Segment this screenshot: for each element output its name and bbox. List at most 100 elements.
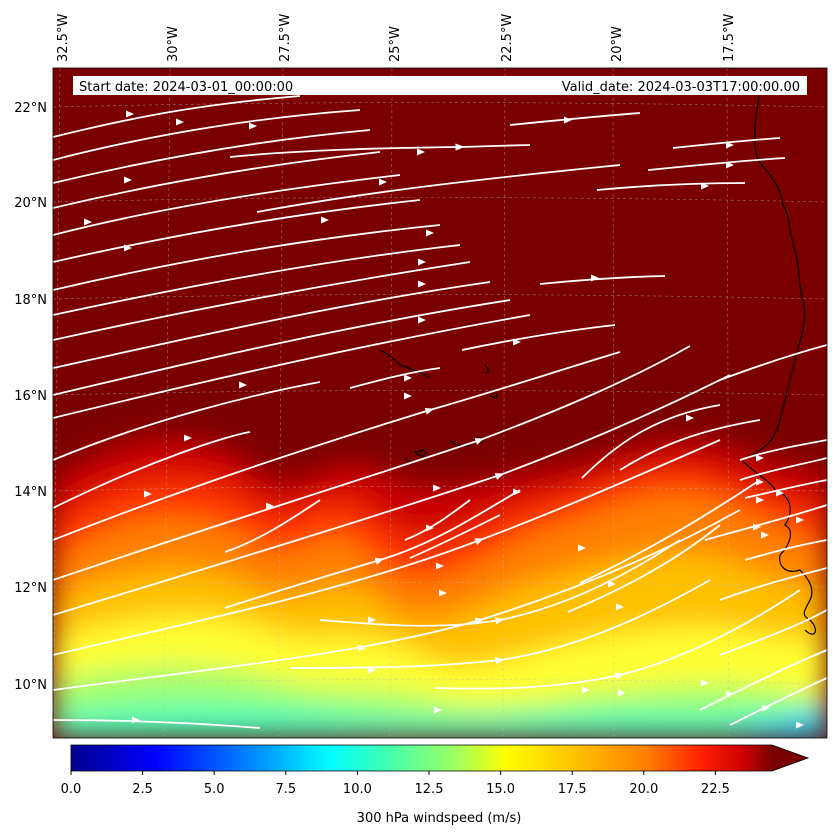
- colorbar: 0.0 2.5 5.0 7.5 10.0 12.5 15.0 17.5 20.0 22.5 300…: [61, 744, 810, 826]
- streamline: [579, 479, 761, 584]
- streamline-arrowhead: [701, 679, 709, 687]
- streamline-arrowhead: [582, 686, 590, 694]
- streamline: [699, 649, 827, 711]
- graticule: [53, 68, 827, 738]
- streamline: [729, 677, 827, 726]
- streamline: [349, 367, 441, 389]
- streamline-arrowhead: [513, 338, 521, 346]
- streamline: [619, 419, 761, 471]
- streamline-arrowhead: [762, 704, 770, 712]
- streamline: [53, 374, 731, 616]
- streamline: [461, 324, 616, 351]
- colorbar-extend-arrow: [772, 745, 808, 771]
- lon-label: 25°W: [388, 26, 403, 62]
- streamline: [53, 199, 421, 263]
- lon-label: 20°W: [610, 26, 625, 62]
- latitude-labels: 22°N 20°N 18°N 16°N 14°N 12°N 10°N: [14, 101, 47, 693]
- streamline-arrowhead: [756, 454, 764, 462]
- streamline: [53, 224, 441, 291]
- streamline: [53, 431, 251, 509]
- streamline: [53, 345, 691, 581]
- colorbar-tick-label: 17.5: [558, 782, 587, 797]
- colorbar-tick-label: 20.0: [629, 782, 658, 797]
- colorbar-tick-label: 15.0: [486, 782, 515, 797]
- streamline-arrowhead: [608, 580, 616, 588]
- streamline-arrowhead: [321, 216, 329, 224]
- streamline-arrowhead: [439, 589, 447, 597]
- windspeed-field: [53, 437, 827, 738]
- streamline-arrowhead: [753, 523, 761, 531]
- streamline-arrowhead: [513, 488, 521, 496]
- streamline-arrowhead: [726, 690, 734, 698]
- streamline-arrowhead: [756, 478, 764, 486]
- streamline-arrowhead: [616, 603, 624, 611]
- streamline-arrowhead: [564, 116, 572, 124]
- streamlines: [53, 95, 827, 729]
- streamline: [53, 381, 321, 461]
- streamline-arrowhead: [144, 490, 152, 498]
- valid-date-label: Valid_date: 2024-03-03T17:00:00.00: [562, 80, 800, 95]
- colorbar-tick-label: 5.0: [204, 782, 225, 797]
- streamline: [744, 479, 827, 499]
- streamline-arrowhead: [418, 316, 426, 324]
- streamline: [53, 314, 531, 419]
- streamline: [53, 261, 471, 341]
- colorbar-tick-label: 7.5: [275, 782, 296, 797]
- streamline-arrowhead: [426, 229, 434, 237]
- streamline-arrowhead: [686, 414, 694, 422]
- streamline-arrowhead: [249, 122, 257, 130]
- streamline-arrowhead: [418, 258, 426, 266]
- streamline: [224, 499, 321, 553]
- streamline: [739, 439, 827, 461]
- colorbar-tick-label: 0.0: [61, 782, 82, 797]
- streamline-arrowhead: [239, 381, 247, 389]
- streamline-arrowhead: [796, 721, 804, 729]
- streamline: [289, 579, 711, 669]
- streamline-arrowhead: [124, 176, 132, 184]
- streamline-arrowhead: [126, 110, 134, 118]
- colorbar-tick-label: 10.0: [343, 782, 372, 797]
- streamline: [319, 539, 681, 627]
- colorbar-label: 300 hPa windspeed (m/s): [357, 811, 522, 826]
- lat-label: 20°N: [14, 196, 47, 211]
- streamline: [596, 182, 746, 191]
- streamline: [719, 567, 827, 601]
- streamline-arrowhead: [124, 244, 132, 252]
- streamline: [744, 539, 827, 561]
- streamline-arrowhead: [84, 218, 92, 226]
- streamline: [53, 174, 401, 236]
- streamline-arrowhead: [426, 524, 434, 532]
- lat-label: 22°N: [14, 101, 47, 116]
- streamline-arrowhead: [184, 434, 192, 442]
- streamline-arrowhead: [132, 716, 140, 724]
- lat-label: 14°N: [14, 485, 47, 500]
- map-panel: Start date: 2024-03-01_00:00:00 Valid_da…: [14, 14, 828, 739]
- streamline: [672, 137, 781, 149]
- streamline-arrowhead: [701, 182, 709, 190]
- colorbar-tick-label: 22.5: [701, 782, 730, 797]
- streamline: [567, 524, 721, 613]
- streamline-arrowhead: [436, 562, 444, 570]
- streamline: [53, 281, 491, 369]
- colorbar-tick-label: 2.5: [132, 782, 153, 797]
- lon-label: 22.5°W: [500, 14, 515, 62]
- lon-label: 30°W: [166, 26, 181, 62]
- colorbar-ticks: 0.0 2.5 5.0 7.5 10.0 12.5 15.0 17.5 20.0 22.5: [61, 771, 730, 797]
- streamline: [229, 143, 531, 158]
- streamline-arrowhead: [358, 644, 366, 652]
- lon-label: 32.5°W: [56, 14, 71, 62]
- streamline-arrowhead: [756, 496, 764, 504]
- streamline: [409, 514, 501, 559]
- streamline-arrowhead: [417, 148, 425, 156]
- lat-label: 12°N: [14, 581, 47, 596]
- streamline-arrowhead: [761, 531, 769, 539]
- longitude-labels: 32.5°W 30°W 27.5°W 25°W 22.5°W 20°W 17.5…: [56, 14, 737, 62]
- streamline: [53, 351, 621, 541]
- streamline: [53, 719, 261, 729]
- lon-label: 17.5°W: [722, 14, 737, 62]
- streamline-arrowhead: [418, 280, 426, 288]
- streamline-arrowhead: [434, 706, 442, 714]
- streamline-arrowhead: [591, 274, 599, 282]
- streamline-arrowhead: [726, 141, 734, 149]
